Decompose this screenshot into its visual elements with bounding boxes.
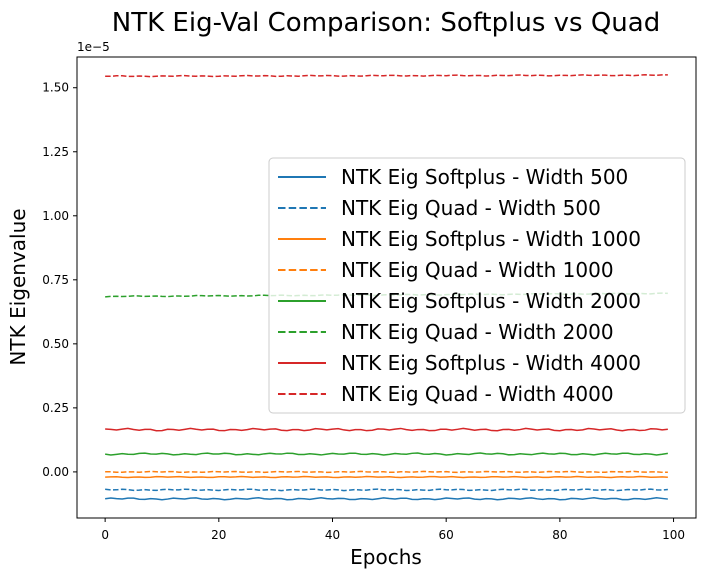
x-tick-label: 100 (662, 528, 685, 542)
legend-label: NTK Eig Quad - Width 4000 (341, 382, 614, 406)
series-line (105, 475, 668, 479)
x-tick-label: 0 (101, 528, 109, 542)
y-tick-label: 0.75 (42, 273, 69, 287)
series-line (105, 74, 668, 78)
x-tick-label: 20 (211, 528, 226, 542)
x-tick-label: 60 (439, 528, 454, 542)
y-tick-label: 1.50 (42, 81, 69, 95)
legend: NTK Eig Softplus - Width 500 NTK Eig Quad… (268, 157, 686, 414)
y-tick-label: 0.25 (42, 401, 69, 415)
series-line (105, 427, 668, 432)
y-scale-label: 1e−5 (77, 40, 110, 54)
y-axis-label: NTK Eigenvalue (6, 208, 30, 365)
y-ticks: 0.00 0.25 0.50 0.75 1.00 1.25 1.50 (42, 81, 77, 479)
plot-frame (76, 56, 697, 519)
series-line (105, 488, 668, 492)
chart-title: NTK Eig-Val Comparison: Softplus vs Quad (112, 8, 660, 38)
y-tick-label: 1.00 (42, 209, 69, 223)
x-axis-label: Epochs (350, 545, 422, 569)
y-tick-label: 0.00 (42, 465, 69, 479)
series-line (105, 452, 668, 456)
legend-label: NTK Eig Softplus - Width 2000 (341, 289, 641, 313)
legend-label: NTK Eig Softplus - Width 4000 (341, 351, 641, 375)
x-tick-label: 80 (552, 528, 567, 542)
legend-label: NTK Eig Softplus - Width 1000 (341, 227, 641, 251)
legend-box (268, 157, 686, 414)
legend-label: NTK Eig Softplus - Width 500 (341, 165, 628, 189)
y-tick-label: 0.50 (42, 337, 69, 351)
legend-label: NTK Eig Quad - Width 500 (341, 196, 601, 220)
x-ticks: 0 20 40 60 80 100 (101, 518, 685, 542)
series-line (105, 497, 668, 501)
legend-label: NTK Eig Quad - Width 1000 (341, 258, 614, 282)
legend-label: NTK Eig Quad - Width 2000 (341, 320, 614, 344)
series-line (105, 470, 668, 474)
x-tick-label: 40 (325, 528, 340, 542)
y-tick-label: 1.25 (42, 145, 69, 159)
